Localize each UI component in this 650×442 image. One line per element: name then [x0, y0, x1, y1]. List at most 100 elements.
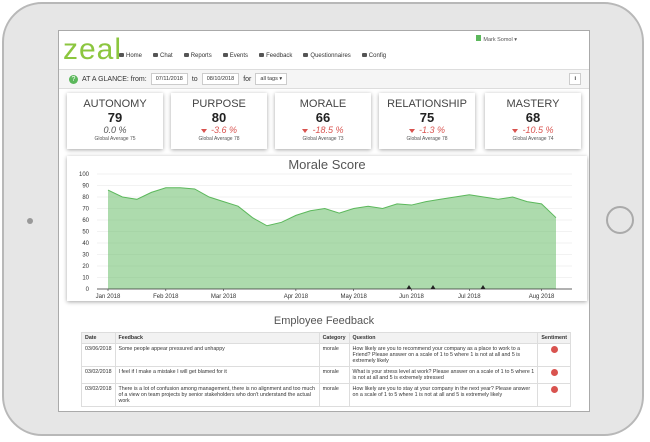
to-label: to [191, 75, 198, 83]
glance-label: AT A GLANCE: from: [82, 75, 147, 83]
logo[interactable]: zeal [63, 33, 123, 66]
nav-label: Config [368, 53, 387, 59]
chart: Morale Score 0 10 20 30 40 50 60 70 80 90 100 Jan 20… [79, 157, 572, 300]
kpi-change: -1.3 % [418, 125, 445, 135]
table-cell: morale [318, 366, 350, 384]
kpi-change-row: -1.3 % [379, 125, 475, 135]
y-tick-label: 40 [82, 241, 89, 247]
date-from[interactable]: 07/11/2018 [150, 73, 188, 85]
nav-label: Questionnaires [310, 53, 351, 59]
kpi-change: -3.6 % [210, 125, 237, 135]
nav-icon [119, 53, 124, 57]
help-icon[interactable]: ? [69, 74, 78, 84]
kpi-card: PURPOSE 80 -3.6 % Global Average 78 [171, 93, 267, 149]
kpi-name: MORALE [299, 98, 347, 110]
kpi-card: RELATIONSHIP 75 -1.3 % Global Average 78 [379, 93, 475, 149]
sentiment-cell [537, 366, 571, 384]
glance-bar: ? AT A GLANCE: from: 07/11/2018 to 08/10… [59, 69, 589, 89]
kpi-card: AUTONOMY 79 0.0 % Global Average 75 [67, 93, 163, 149]
y-tick-label: 80 [82, 195, 89, 201]
kpi-change: -18.5 % [312, 125, 344, 135]
nav-item[interactable]: Questionnaires [303, 53, 351, 59]
header-row: Date Feedback Category Question Sentiment [81, 332, 571, 344]
nav-item[interactable]: Config [361, 53, 387, 59]
event-marker [430, 285, 436, 289]
y-tick-label: 50 [82, 230, 89, 236]
table-row: 03/02/2018 There is a lot of confusion am… [81, 383, 571, 407]
kpi-value: 75 [419, 110, 435, 125]
kpi-average: Global Average 74 [512, 136, 554, 142]
kpi-value: 79 [107, 110, 123, 125]
table-cell: I feel if I make a mistake I will get bl… [114, 366, 320, 384]
y-tick-label: 60 [82, 218, 89, 224]
x-tick-label: Jul 2018 [458, 294, 481, 300]
nav-icon [222, 53, 228, 57]
table-cell: 03/02/2018 [81, 366, 116, 384]
table-cell: There is a lot of confusion among manage… [114, 383, 320, 407]
nav-label: Home [126, 53, 143, 59]
kpi-change-row: -3.6 % [171, 125, 267, 135]
column-header: Sentiment [537, 332, 571, 344]
down-arrow [512, 128, 519, 133]
for-label: for [243, 75, 252, 83]
event-marker [406, 285, 412, 289]
y-tick-label: 20 [82, 264, 89, 270]
column-header: Question [348, 332, 539, 344]
table-row: 03/06/2018 Some people appear pressured a… [81, 343, 571, 367]
tag-select[interactable]: all tags ▾ [255, 73, 288, 85]
down-arrow [408, 128, 415, 133]
feedback-table: Date Feedback Category Question Sentiment 03/… [81, 332, 571, 407]
sentiment-icon [550, 386, 558, 393]
sentiment-icon [550, 369, 558, 376]
y-tick-label: 30 [82, 253, 89, 259]
kpi-average: Global Average 78 [198, 136, 240, 142]
nav-label: Events [229, 53, 249, 59]
home-button[interactable] [606, 206, 634, 234]
table-row: 03/02/2018 I feel if I make a mistake I w… [81, 366, 571, 384]
y-tick-label: 0 [86, 287, 90, 293]
nav-label: Chat [160, 53, 173, 59]
tag-text: all tags [260, 76, 278, 82]
nav-item[interactable]: Chat [153, 53, 173, 59]
kpi-average: Global Average 73 [302, 136, 344, 142]
table-cell: 03/06/2018 [81, 343, 116, 367]
sentiment-icon [550, 346, 558, 353]
nav-label: Reports [190, 53, 212, 59]
x-tick-label: May 2018 [340, 294, 367, 300]
area-fill [108, 187, 556, 289]
x-tick-label: Apr 2018 [284, 294, 309, 300]
table-cell: What is your stress level at work? Pleas… [348, 366, 539, 384]
sentiment-cell [537, 383, 571, 407]
kpi-value: 66 [315, 110, 331, 125]
feedback-title: Employee Feedback [273, 315, 375, 327]
kpi-change-row: -10.5 % [485, 125, 581, 135]
kpi-average: Global Average 78 [406, 136, 448, 142]
kpi-name: MASTERY [506, 98, 560, 110]
y-tick-label: 90 [82, 184, 89, 190]
kpi-name: PURPOSE [192, 98, 246, 110]
kpi-card: MASTERY 68 -10.5 % Global Average 74 [485, 93, 581, 149]
x-tick-label: Jan 2018 [96, 294, 121, 300]
x-tick-label: Mar 2018 [211, 294, 237, 300]
nav-item[interactable]: Events [222, 53, 249, 59]
x-tick-label: Aug 2018 [529, 294, 555, 300]
kpi-change: -10.5 % [522, 125, 554, 135]
nav-label: Feedback [266, 53, 293, 59]
camera [27, 218, 33, 224]
y-tick-label: 10 [82, 276, 89, 282]
nav-item[interactable]: Reports [183, 53, 212, 59]
kpi-value: 80 [211, 110, 227, 125]
y-tick-label: 70 [82, 207, 89, 213]
column-header: Date [81, 332, 116, 344]
nav-item[interactable]: Feedback [259, 53, 292, 59]
sentiment-cell [537, 343, 571, 367]
nav-item[interactable]: Home [119, 53, 142, 59]
date-to[interactable]: 08/10/2018 [201, 73, 240, 85]
table-cell: How likely are you to recommend your com… [348, 343, 539, 367]
info-button[interactable]: i [569, 73, 581, 85]
table-cell: 03/02/2018 [81, 383, 116, 407]
user-menu[interactable]: Mark Somol ▾ [476, 35, 517, 43]
table-cell: morale [318, 343, 350, 367]
x-tick-label: Jun 2018 [399, 294, 424, 300]
user-name: Mark Somol [483, 37, 513, 43]
